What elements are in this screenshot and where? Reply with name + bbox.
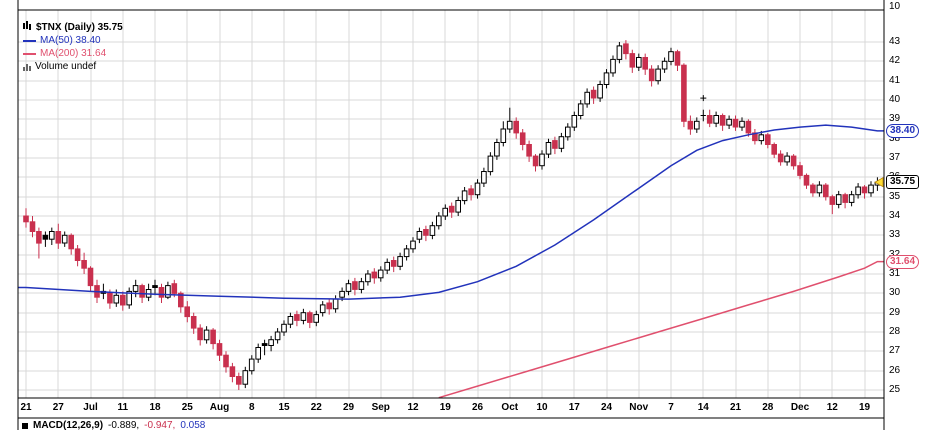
macd-histogram-value: 0.058 [180,420,206,430]
macd-signal-value: -0.947, [144,420,176,430]
pane-borders [17,0,885,430]
last-price-callout: 35.75 [886,175,920,190]
plus-marker [700,95,707,102]
legend-ma200-row: MA(200) 31.64 [23,47,123,60]
x-axis-week-label: 11 [117,402,129,413]
volume-bars-icon [23,63,31,71]
candlesticks [23,40,881,390]
x-axis-month-label: Aug [209,402,230,413]
macd-line-swatch [22,422,28,429]
x-axis-week-label: 22 [310,402,322,413]
upper-pane-tick-label: 10 [889,1,901,12]
symbol-title: $TNX (Daily) 35.75 [36,22,123,33]
x-axis-week-label: 27 [52,402,64,413]
grid-lines [18,10,884,398]
x-axis-month-label: Oct [501,402,519,413]
ma50-line [18,124,884,300]
x-axis-week-label: 19 [439,402,451,413]
ma200-line [438,260,884,399]
macd-label: MACD(12,26,9) [33,420,104,430]
x-axis-week-label: 15 [278,402,290,413]
ma50-line-swatch [23,39,36,42]
x-axis-month-label: Nov [629,402,649,413]
volume-legend-label: Volume undef [35,61,97,72]
x-axis-week-label: 18 [149,402,161,413]
candlestick-chart-icon [23,21,32,34]
x-axis-week-label: 19 [858,402,871,413]
chart-legend: $TNX (Daily) 35.75 MA(50) 38.40 MA(200) … [23,21,123,73]
x-axis-week-label: 10 [536,402,548,413]
x-axis-week-label: 8 [248,402,255,413]
legend-title-row: $TNX (Daily) 35.75 [23,21,123,34]
x-axis-month-label: Dec [790,402,810,413]
ma200-line-swatch [23,52,36,55]
ma50-value-callout: 38.40 [886,123,920,138]
x-axis-week-label: 28 [762,402,774,413]
x-axis-week-label: 14 [697,402,709,413]
x-axis: 21 27 Jul 11 18 25 Aug 8 15 22 29 Sep 12 19 26 Oct 10 17 2… [0,399,936,418]
macd-indicator-legend: MACD(12,26,9) -0.889, -0.947, 0.058 [22,420,205,430]
ma50-legend-label: MA(50) 38.40 [40,35,101,46]
x-axis-week-label: 25 [181,402,193,413]
legend-ma50-row: MA(50) 38.40 [23,34,123,47]
last-price-marker [874,177,884,188]
x-axis-month-label: Sep [371,402,390,413]
x-axis-week-label: 24 [600,402,613,413]
x-axis-week-label: 12 [407,402,419,413]
x-axis-week-label: 21 [729,402,742,413]
x-axis-week-label: 7 [668,402,674,413]
x-axis-month-label: Jul [83,402,98,413]
x-axis-week-label: 29 [342,402,355,413]
macd-value: -0.889, [108,420,140,430]
x-axis-week-label: 17 [568,402,580,413]
x-axis-week-label: 12 [826,402,838,413]
x-axis-week-label: 26 [471,402,484,413]
legend-volume-row: Volume undef [23,60,123,73]
ma200-value-callout: 31.64 [886,254,920,269]
ma200-legend-label: MA(200) 31.64 [40,48,107,59]
x-axis-week-label: 21 [20,402,32,413]
